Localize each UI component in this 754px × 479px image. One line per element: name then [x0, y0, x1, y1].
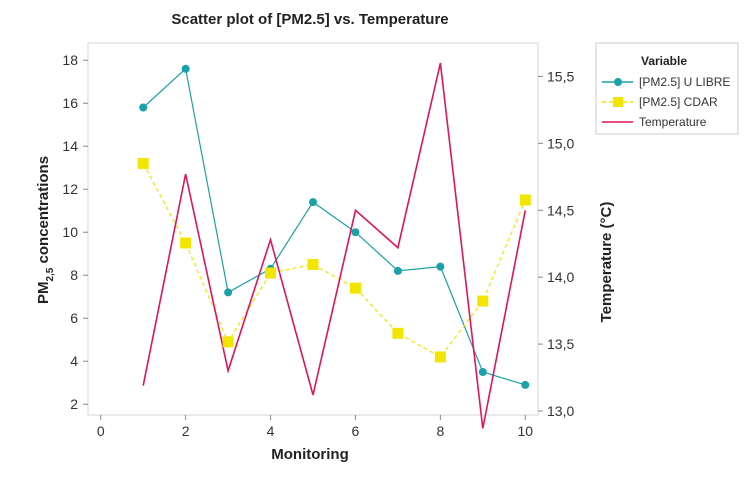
data-point-pm2-5-cdar [392, 327, 404, 339]
x-tick-label: 4 [267, 423, 275, 439]
x-tick-label: 2 [182, 423, 190, 439]
legend-swatch-marker-cdar [613, 97, 623, 107]
data-point-pm2-5-cdar [137, 157, 149, 169]
data-point-pm2-5-cdar [180, 237, 192, 249]
data-point-pm2-5-u-libre [224, 288, 233, 297]
x-axis-label: Monitoring [271, 446, 348, 463]
left-y-tick-label: 8 [70, 267, 78, 283]
left-y-tick-label: 6 [70, 310, 78, 326]
legend-entry-u-libre: [PM2.5] U LIBRE [639, 75, 730, 89]
data-point-pm2-5-cdar [349, 282, 361, 294]
right-y-tick-label: 14,5 [547, 202, 574, 218]
data-point-pm2-5-u-libre [181, 64, 190, 73]
right-y-tick-label: 15,0 [547, 135, 574, 151]
data-point-pm2-5-u-libre [139, 103, 148, 112]
right-y-axis-label: Temperature (°C) [598, 202, 615, 323]
legend-swatch-marker-u-libre [614, 78, 622, 86]
x-tick-label: 8 [436, 423, 444, 439]
data-point-pm2-5-cdar [477, 295, 489, 307]
legend-title: Variable [641, 54, 687, 68]
data-point-pm2-5-cdar [519, 194, 531, 206]
series-line-pm2-5-cdar [142, 163, 526, 358]
series-line-temperature [142, 62, 527, 429]
series-line-pm2-5-u-libre [142, 67, 526, 386]
chart-title: Scatter plot of [PM2.5] vs. Temperature [171, 11, 448, 28]
left-y-tick-label: 16 [62, 95, 78, 111]
data-point-pm2-5-u-libre [351, 228, 360, 237]
left-y-axis-label-rest: concentrations [35, 156, 52, 268]
left-y-axis-label-subscript: 2,5 [45, 267, 56, 281]
left-y-axis-label-main: PM [35, 282, 52, 305]
series-layer [137, 62, 531, 429]
left-y-axis-ticks: 2 4 6 8 10 12 14 16 18 [62, 52, 88, 412]
right-y-tick-label: 15,5 [547, 68, 574, 84]
left-y-axis-label: PM2,5 concentrations [35, 156, 56, 304]
data-point-pm2-5-u-libre [521, 380, 530, 389]
left-y-tick-label: 4 [70, 353, 78, 369]
data-point-pm2-5-u-libre [309, 198, 317, 207]
x-tick-label: 10 [517, 423, 533, 439]
data-point-pm2-5-cdar [265, 267, 277, 279]
right-y-axis-ticks: 13,0 13,5 14,0 14,5 15,0 15,5 [538, 68, 574, 419]
x-tick-label: 6 [352, 423, 360, 439]
left-y-tick-label: 10 [62, 224, 78, 240]
legend-box [595, 42, 739, 135]
right-y-tick-label: 13,0 [547, 403, 574, 419]
data-point-pm2-5-cdar [434, 351, 446, 363]
data-point-pm2-5-cdar [222, 336, 234, 348]
legend-entry-cdar: [PM2.5] CDAR [639, 95, 718, 109]
data-point-pm2-5-u-libre [393, 266, 402, 275]
x-axis-ticks: 0 2 4 6 8 10 [97, 415, 533, 439]
legend-entry-temperature: Temperature [639, 115, 707, 129]
left-y-tick-label: 2 [70, 396, 78, 412]
legend: Variable [PM2.5] U LIBRE [PM2.5] CDAR Te… [595, 42, 739, 135]
right-y-tick-label: 13,5 [547, 336, 574, 352]
data-point-pm2-5-u-libre [436, 262, 445, 271]
right-y-tick-label: 14,0 [547, 269, 574, 285]
data-point-pm2-5-cdar [307, 258, 319, 270]
left-y-tick-label: 18 [62, 52, 78, 68]
left-y-tick-label: 14 [62, 138, 78, 154]
left-y-tick-label: 12 [62, 181, 78, 197]
data-point-pm2-5-u-libre [478, 367, 487, 376]
plot-frame [87, 42, 539, 416]
x-tick-label: 0 [97, 423, 105, 439]
